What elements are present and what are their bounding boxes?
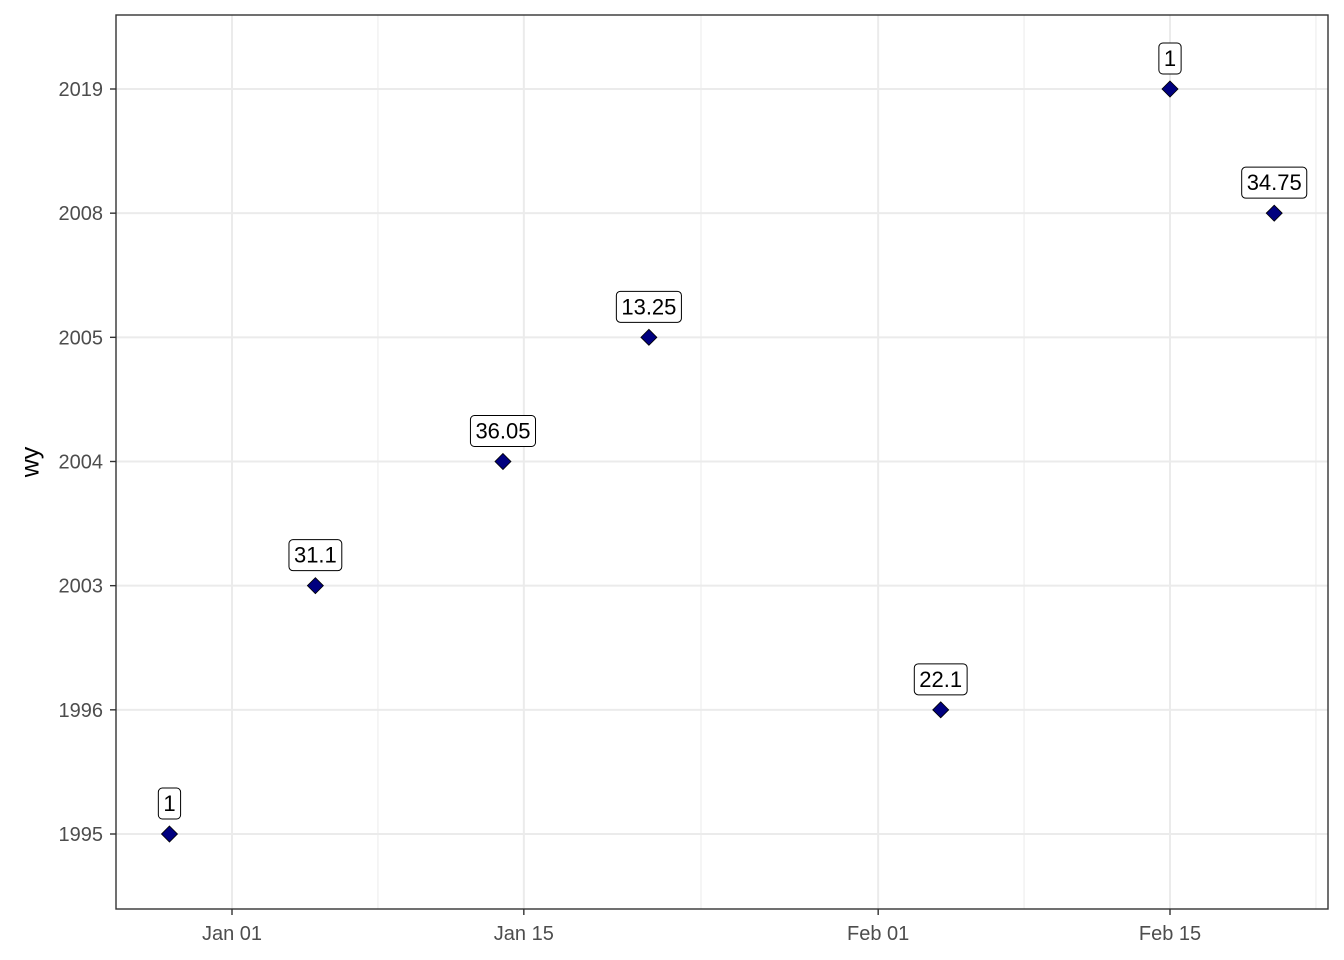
data-label-text: 22.1 bbox=[919, 667, 962, 692]
y-tick-label: 2003 bbox=[59, 576, 104, 598]
data-point bbox=[160, 825, 179, 843]
data-point bbox=[494, 452, 512, 471]
y-tick-label: 2019 bbox=[59, 79, 104, 101]
data-points bbox=[160, 80, 1283, 843]
data-labels: 1 31.1 36.05 13.25 22.1 1 34.75 bbox=[157, 42, 1308, 820]
x-tick-label: Feb 01 bbox=[847, 923, 909, 945]
data-label-box bbox=[157, 787, 182, 820]
data-point bbox=[640, 328, 658, 346]
data-label-text: 1 bbox=[1164, 46, 1176, 71]
data-label: 13.25 bbox=[615, 290, 682, 323]
y-axis-title: wy bbox=[17, 446, 45, 478]
y-tick-label: 2008 bbox=[59, 203, 104, 225]
data-point bbox=[1161, 80, 1179, 98]
data-label: 1 bbox=[157, 787, 182, 820]
data-label: 34.75 bbox=[1241, 166, 1308, 199]
data-label-text: 1 bbox=[163, 791, 175, 816]
data-label-box bbox=[615, 290, 682, 323]
plot-panel-border bbox=[115, 14, 1329, 910]
data-label: 31.1 bbox=[288, 539, 343, 572]
x-tick-label: Jan 01 bbox=[202, 923, 262, 945]
data-label-box bbox=[469, 415, 537, 447]
data-label-text: 34.75 bbox=[1247, 170, 1302, 195]
data-label-box bbox=[913, 663, 968, 696]
data-label-box bbox=[1158, 42, 1182, 75]
x-tick-label: Jan 15 bbox=[494, 923, 554, 945]
data-label-text: 36.05 bbox=[475, 419, 530, 444]
y-tick-label: 1996 bbox=[59, 700, 104, 722]
x-tick-label: Feb 15 bbox=[1139, 923, 1201, 945]
data-label-box bbox=[1241, 166, 1308, 199]
data-label: 22.1 bbox=[913, 663, 968, 696]
data-label-box bbox=[288, 539, 343, 572]
data-label-text: 31.1 bbox=[294, 543, 337, 568]
data-label: 1 bbox=[1158, 42, 1182, 75]
data-label-text: 13.25 bbox=[621, 294, 676, 319]
y-tick-label: 1995 bbox=[59, 824, 104, 846]
y-tick-label: 2004 bbox=[59, 452, 104, 474]
data-label: 36.05 bbox=[469, 415, 537, 447]
data-point bbox=[932, 701, 950, 719]
y-tick-label: 2005 bbox=[59, 327, 104, 349]
x-axis: Jan 01 Jan 15 Feb 01 Feb 15 bbox=[202, 909, 1201, 945]
data-point bbox=[306, 577, 324, 595]
data-point bbox=[1265, 204, 1283, 222]
y-axis: 1995 1996 2003 2004 2005 2008 2019 bbox=[59, 79, 116, 846]
